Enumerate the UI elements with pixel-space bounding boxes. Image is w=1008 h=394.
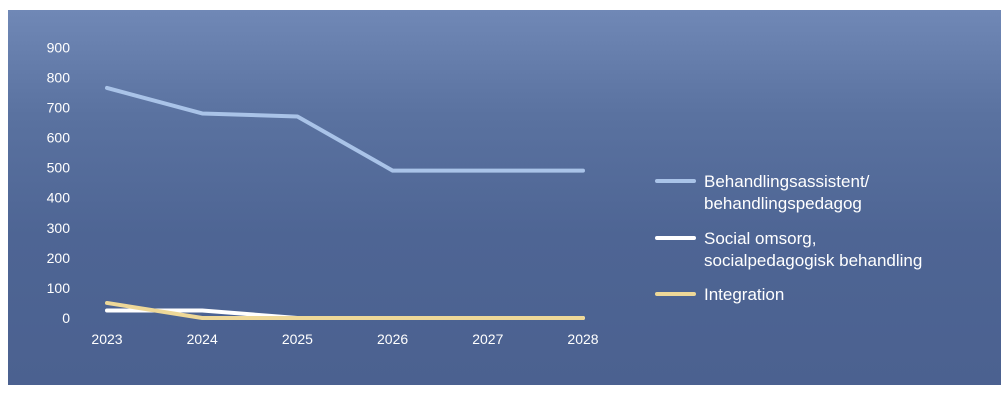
y-tick-label: 700 bbox=[47, 99, 71, 115]
series-layer bbox=[105, 85, 585, 320]
legend-label: behandlingspedagog bbox=[704, 194, 862, 213]
y-axis: 0 100 200 300 400 500 600 700 800 900 bbox=[47, 39, 71, 326]
x-tick-label: 2024 bbox=[187, 331, 218, 347]
x-axis: 2023 2024 2025 2026 2027 2028 bbox=[91, 331, 598, 347]
legend-label: Integration bbox=[704, 285, 784, 304]
series-line-1 bbox=[105, 85, 585, 173]
legend-label: Social omsorg, bbox=[704, 229, 816, 248]
y-tick-label: 400 bbox=[47, 190, 71, 206]
y-tick-label: 0 bbox=[62, 310, 70, 326]
x-tick-label: 2025 bbox=[282, 331, 313, 347]
legend-label: Behandlingsassistent/ bbox=[704, 172, 870, 191]
x-tick-label: 2027 bbox=[472, 331, 503, 347]
chart-panel bbox=[8, 10, 1001, 385]
x-tick-label: 2026 bbox=[377, 331, 408, 347]
y-tick-label: 100 bbox=[47, 280, 71, 296]
x-tick-label: 2028 bbox=[567, 331, 598, 347]
y-tick-label: 600 bbox=[47, 130, 71, 146]
legend: Behandlingsassistent/behandlingspedagog S… bbox=[655, 172, 922, 304]
legend-label: socialpedagogisk behandling bbox=[704, 251, 922, 270]
x-tick-label: 2023 bbox=[91, 331, 122, 347]
y-tick-label: 900 bbox=[47, 39, 71, 55]
y-tick-label: 500 bbox=[47, 160, 71, 176]
y-tick-label: 300 bbox=[47, 220, 71, 236]
y-tick-label: 200 bbox=[47, 250, 71, 266]
y-tick-label: 800 bbox=[47, 69, 71, 85]
series-line-3 bbox=[105, 300, 585, 320]
